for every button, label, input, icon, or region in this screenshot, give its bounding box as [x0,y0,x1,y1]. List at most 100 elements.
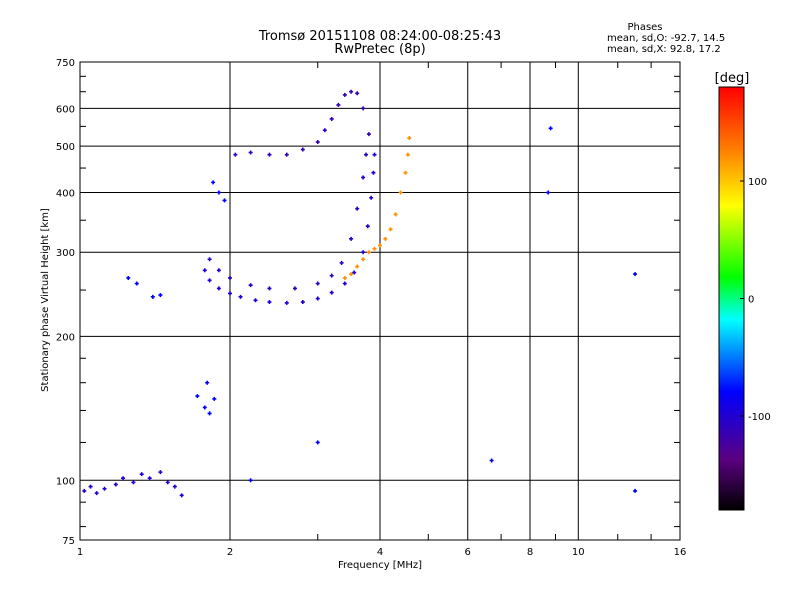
data-point [349,272,354,277]
data-point [211,180,216,185]
data-point [94,491,99,496]
colorbar-label: [deg] [715,71,750,86]
x-axis-label: Frequency [MHz] [338,560,422,571]
y-tick-label: 750 [56,58,75,69]
x-tick-label: 2 [227,547,233,558]
y-tick-label: 300 [56,248,75,259]
data-point [546,190,551,195]
data-point [238,294,243,299]
data-point [355,206,360,211]
colorbar-tick-label: 0 [748,295,754,306]
data-point [339,260,344,265]
data-point [548,126,553,131]
data-point [398,190,403,195]
data-point [355,264,360,269]
data-point [248,283,253,288]
data-point [349,236,354,241]
data-point [207,257,212,262]
data-point [355,91,360,96]
data-point [267,152,272,157]
data-point [121,476,126,481]
x-tick-label: 1 [77,547,83,558]
grid-lines [80,62,680,540]
data-point [195,394,200,399]
data-point [329,116,334,121]
data-point [329,273,334,278]
data-point [361,257,366,262]
data-point [372,246,377,251]
data-point [212,396,217,401]
data-points [82,89,638,498]
y-tick-labels: 75 100 200 300 400 500 600 750 [56,58,75,547]
chart-title: Tromsø 20151108 08:24:00-08:25:43 [258,29,501,44]
data-point [131,480,136,485]
x-tick-label: 10 [572,547,585,558]
y-tick-label: 400 [56,188,75,199]
data-point [158,470,163,475]
x-tick-label: 16 [674,547,687,558]
data-point [366,132,371,137]
data-point [383,236,388,241]
data-point [342,281,347,286]
data-point [633,488,638,493]
data-point [216,268,221,273]
stats-o-line: mean, sd,O: -92.7, 14.5 [607,33,725,44]
data-point [207,278,212,283]
data-point [342,275,347,280]
data-point [336,102,341,107]
data-point [267,286,272,291]
colorbar-tick-label: -100 [748,412,771,423]
data-point [202,268,207,273]
colorbar-tick-label: 100 [748,177,767,188]
data-point [147,476,152,481]
data-point [172,484,177,489]
data-point [349,89,354,94]
y-tick-label: 100 [56,476,75,487]
data-point [322,128,327,133]
stats-heading: Phases [627,22,662,33]
chart-subtitle: RwPretec (8p) [334,42,425,57]
data-point [228,291,232,296]
data-point [361,106,366,111]
data-point [228,275,232,280]
data-point [342,92,347,97]
y-tick-label: 200 [56,332,75,343]
data-point [150,294,155,299]
data-point [388,227,393,232]
data-point [315,440,320,445]
data-point [315,296,320,301]
data-point [267,300,272,305]
data-point [88,484,93,489]
x-tick-label: 4 [377,547,383,558]
x-tick-label: 6 [465,547,471,558]
data-point [216,286,221,291]
data-point [366,250,371,255]
data-point [202,405,207,410]
data-point [300,147,305,152]
data-point [489,458,494,463]
data-point [403,170,408,175]
y-axis-label: Stationary phase Virtual Height [km] [40,208,51,392]
colorbar-ticks: 100 0 -100 [740,177,771,423]
colorbar [718,86,745,511]
data-point [633,272,638,277]
data-point [378,243,382,248]
y-tick-label: 500 [56,142,75,153]
data-point [248,150,253,155]
x-tick-labels: 1 2 4 6 8 10 16 [77,547,687,558]
data-point [139,472,144,477]
y-tick-label: 600 [56,104,75,115]
data-point [113,482,118,487]
data-point [315,281,320,286]
data-point [352,270,357,275]
data-point [222,198,227,203]
data-point [233,152,238,157]
data-point [284,300,289,305]
stats-x-line: mean, sd,X: 92.8, 17.2 [607,44,721,55]
data-point [216,190,221,195]
data-point [371,170,376,175]
data-point [329,290,334,295]
data-point [361,175,366,180]
data-point [300,300,305,305]
